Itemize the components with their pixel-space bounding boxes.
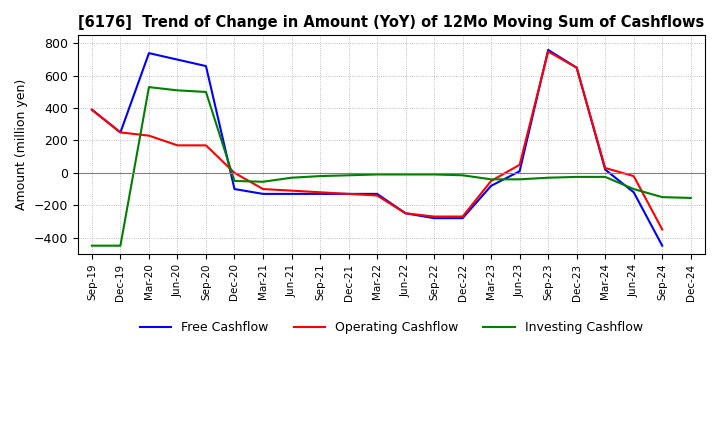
Investing Cashflow [487,177,495,182]
Operating Cashflow [344,191,353,197]
Investing Cashflow [401,172,410,177]
Free Cashflow [430,216,438,221]
Operating Cashflow [315,190,324,195]
Operating Cashflow [373,193,382,198]
Free Cashflow [601,167,610,172]
Free Cashflow [487,183,495,188]
Operating Cashflow [145,133,153,138]
Free Cashflow [629,190,638,195]
Line: Investing Cashflow: Investing Cashflow [92,87,690,246]
Operating Cashflow [658,227,667,232]
Free Cashflow [230,187,239,192]
Free Cashflow [315,191,324,197]
Free Cashflow [344,191,353,197]
Free Cashflow [658,243,667,248]
Investing Cashflow [116,243,125,248]
Investing Cashflow [459,172,467,178]
Operating Cashflow [544,49,552,54]
Y-axis label: Amount (million yen): Amount (million yen) [15,79,28,210]
Free Cashflow [145,51,153,56]
Investing Cashflow [544,175,552,180]
Free Cashflow [202,63,210,69]
Investing Cashflow [430,172,438,177]
Investing Cashflow [658,194,667,200]
Operating Cashflow [287,188,296,193]
Investing Cashflow [258,179,267,184]
Free Cashflow [459,216,467,221]
Operating Cashflow [88,107,96,112]
Investing Cashflow [173,88,181,93]
Investing Cashflow [686,195,695,201]
Investing Cashflow [344,172,353,178]
Operating Cashflow [116,130,125,135]
Operating Cashflow [430,214,438,219]
Operating Cashflow [459,214,467,219]
Investing Cashflow [88,243,96,248]
Operating Cashflow [401,211,410,216]
Investing Cashflow [287,175,296,180]
Investing Cashflow [315,173,324,179]
Investing Cashflow [572,174,581,180]
Operating Cashflow [230,170,239,176]
Free Cashflow [373,191,382,197]
Free Cashflow [401,211,410,216]
Free Cashflow [287,191,296,197]
Investing Cashflow [601,174,610,180]
Free Cashflow [258,191,267,197]
Operating Cashflow [258,187,267,192]
Free Cashflow [173,57,181,62]
Investing Cashflow [202,89,210,95]
Free Cashflow [544,47,552,52]
Free Cashflow [516,169,524,174]
Operating Cashflow [572,65,581,70]
Operating Cashflow [516,162,524,167]
Investing Cashflow [629,187,638,192]
Title: [6176]  Trend of Change in Amount (YoY) of 12Mo Moving Sum of Cashflows: [6176] Trend of Change in Amount (YoY) o… [78,15,704,30]
Legend: Free Cashflow, Operating Cashflow, Investing Cashflow: Free Cashflow, Operating Cashflow, Inves… [135,316,647,339]
Line: Free Cashflow: Free Cashflow [92,50,662,246]
Investing Cashflow [373,172,382,177]
Free Cashflow [88,107,96,112]
Operating Cashflow [601,165,610,171]
Investing Cashflow [230,178,239,183]
Line: Operating Cashflow: Operating Cashflow [92,51,662,230]
Operating Cashflow [202,143,210,148]
Free Cashflow [572,65,581,70]
Operating Cashflow [487,178,495,183]
Investing Cashflow [145,84,153,90]
Operating Cashflow [173,143,181,148]
Investing Cashflow [516,177,524,182]
Operating Cashflow [629,173,638,179]
Free Cashflow [116,130,125,135]
